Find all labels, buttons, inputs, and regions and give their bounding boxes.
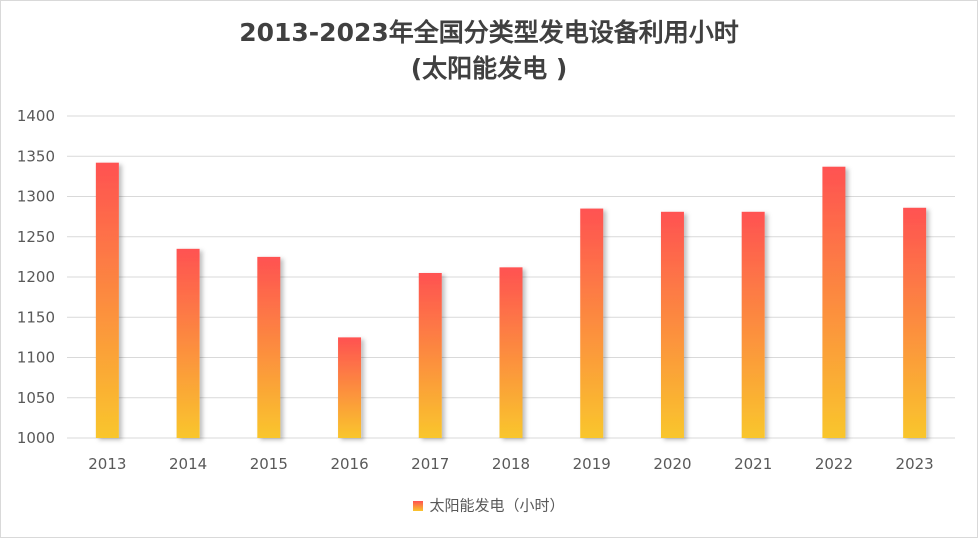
x-tick-label: 2019 <box>573 455 611 473</box>
x-tick-label: 2018 <box>492 455 530 473</box>
y-axis-tick-labels: 1000 1050 1100 1150 1200 1250 1300 1350 1400 <box>17 107 55 447</box>
x-tick-label: 2016 <box>330 455 368 473</box>
x-tick-label: 2014 <box>169 455 207 473</box>
y-tick-label: 1400 <box>17 107 55 125</box>
bar-2021 <box>741 211 765 438</box>
x-tick-label: 2015 <box>250 455 288 473</box>
x-axis-tick-labels: 2013 2014 2015 2016 2017 2018 2019 2020 2021 2022… <box>88 455 933 473</box>
y-tick-label: 1200 <box>17 268 55 286</box>
bar-2016 <box>338 337 362 438</box>
x-tick-label: 2013 <box>88 455 126 473</box>
bar-2014 <box>176 248 200 438</box>
bar-2023 <box>903 207 927 438</box>
bar-2018 <box>499 267 523 438</box>
y-tick-label: 1100 <box>17 349 55 367</box>
legend: 太阳能发电（小时） <box>0 494 978 517</box>
y-tick-label: 1000 <box>17 429 55 447</box>
bar-2022 <box>822 166 846 438</box>
x-tick-label: 2017 <box>411 455 449 473</box>
y-tick-label: 1250 <box>17 228 55 246</box>
bar-2013 <box>95 162 119 438</box>
x-tick-label: 2023 <box>896 455 934 473</box>
legend-label: 太阳能发电（小时） <box>429 496 565 515</box>
y-tick-label: 1150 <box>17 308 55 326</box>
y-tick-label: 1300 <box>17 188 55 206</box>
legend-swatch <box>413 500 424 511</box>
bar-2015 <box>257 256 281 438</box>
x-tick-label: 2021 <box>734 455 772 473</box>
bar-2020 <box>660 211 684 438</box>
bars <box>95 162 927 438</box>
x-tick-label: 2022 <box>815 455 853 473</box>
chart-subtitle: (太阳能发电 ) <box>410 54 568 83</box>
bar-2017 <box>418 272 442 438</box>
bar-2019 <box>580 208 604 438</box>
y-tick-label: 1050 <box>17 389 55 407</box>
x-tick-label: 2020 <box>653 455 691 473</box>
y-tick-label: 1350 <box>17 147 55 165</box>
chart-title: 2013-2023年全国分类型发电设备利用小时 <box>239 18 739 47</box>
